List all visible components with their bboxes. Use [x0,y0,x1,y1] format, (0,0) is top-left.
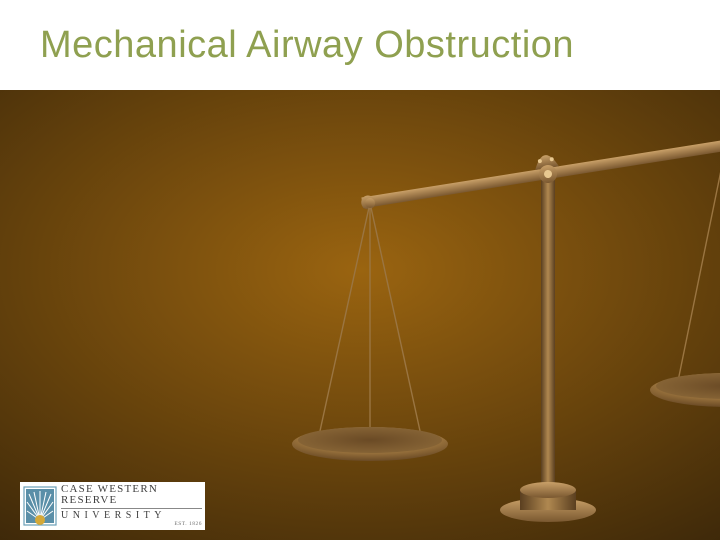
slide-title: Mechanical Airway Obstruction [40,24,574,67]
slide-root: Mechanical Airway Obstruction [0,0,720,540]
slide-body: CASE WESTERN RESERVE UNIVERSITY EST. 182… [0,90,720,540]
logo-line-1: CASE WESTERN RESERVE [61,484,202,506]
scales-illustration [260,90,720,540]
logo-sunburst-icon [23,486,57,526]
logo-text: CASE WESTERN RESERVE UNIVERSITY EST. 182… [61,484,202,528]
university-logo: CASE WESTERN RESERVE UNIVERSITY EST. 182… [20,482,205,530]
logo-established: EST. 1826 [61,522,202,528]
logo-line-2: UNIVERSITY [61,508,202,521]
title-band: Mechanical Airway Obstruction [0,0,720,90]
